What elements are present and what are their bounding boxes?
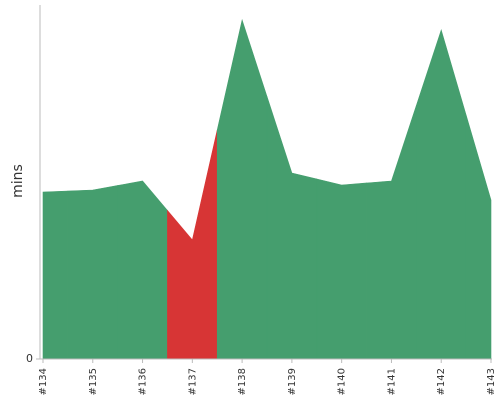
area-segment <box>416 28 467 360</box>
x-tick-label: #139 <box>287 368 298 395</box>
area-segment <box>366 105 417 360</box>
x-tick-label: #134 <box>38 368 49 395</box>
x-tick-label: #135 <box>88 368 99 395</box>
area-segment <box>42 190 69 360</box>
x-tick-label: #137 <box>187 368 198 395</box>
x-tick-label: #141 <box>386 368 397 395</box>
x-tick-label: #142 <box>436 368 447 395</box>
y-tick-label: 0 <box>26 352 33 365</box>
area-segment <box>67 185 118 360</box>
area-segment <box>117 180 168 360</box>
area-segment <box>216 18 268 360</box>
area-segment <box>266 96 318 360</box>
area-segment <box>316 178 367 360</box>
x-tick-label: #138 <box>237 368 248 395</box>
x-tick-label: #140 <box>337 368 348 395</box>
plot-area <box>42 18 492 360</box>
area-segment <box>465 114 492 360</box>
x-tick-label: #136 <box>138 368 149 395</box>
x-tick-label: #143 <box>486 368 497 395</box>
area-segment <box>167 129 218 360</box>
y-axis-label: mins <box>10 164 26 198</box>
